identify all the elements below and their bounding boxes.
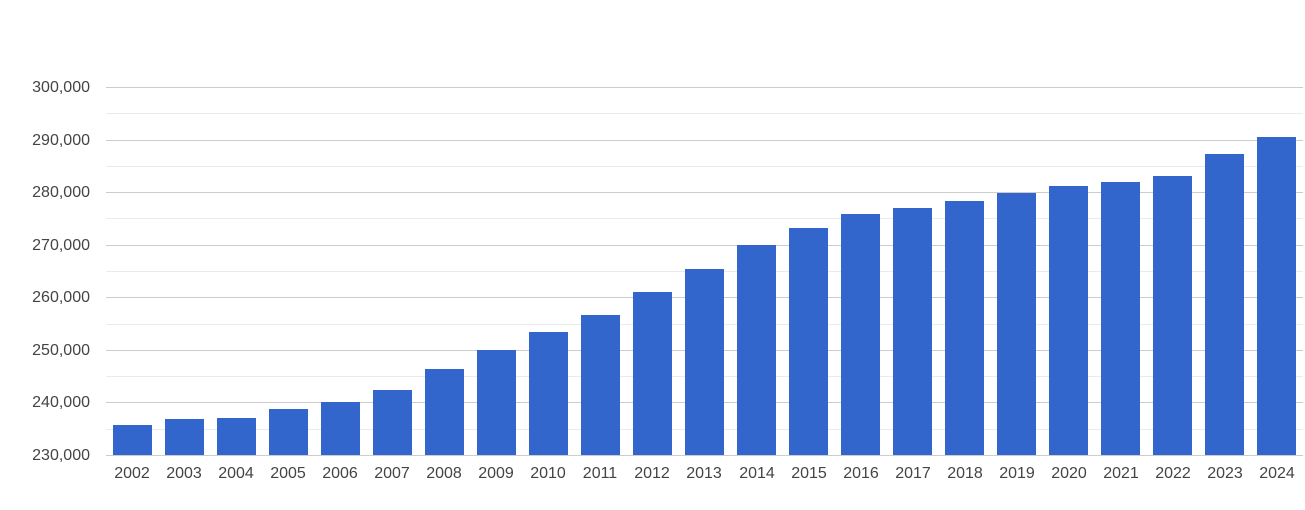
x-axis-label: 2009	[478, 465, 514, 482]
x-axis-label: 2017	[895, 465, 931, 482]
x-axis-label: 2014	[739, 465, 775, 482]
bar-2009[interactable]	[477, 350, 516, 455]
bar-2017[interactable]	[893, 208, 932, 455]
x-axis-label: 2002	[114, 465, 150, 482]
x-axis-label: 2011	[582, 465, 618, 482]
x-axis-label: 2024	[1259, 465, 1295, 482]
bar-2021[interactable]	[1101, 182, 1140, 455]
bar-2022[interactable]	[1153, 176, 1192, 455]
bar-2023[interactable]	[1205, 154, 1244, 455]
y-axis-label: 230,000	[32, 447, 90, 464]
y-axis-label: 270,000	[32, 237, 90, 254]
x-axis-label: 2015	[791, 465, 827, 482]
bar-2007[interactable]	[373, 390, 412, 455]
bar-2013[interactable]	[685, 269, 724, 455]
x-axis-label: 2016	[843, 465, 879, 482]
bar-2020[interactable]	[1049, 186, 1088, 455]
y-axis-label: 290,000	[32, 132, 90, 149]
bar-2005[interactable]	[269, 409, 308, 455]
x-axis-label: 2010	[530, 465, 566, 482]
x-axis-label: 2004	[218, 465, 254, 482]
bar-2019[interactable]	[997, 193, 1036, 455]
y-axis-label: 240,000	[32, 394, 90, 411]
x-axis-label: 2023	[1207, 465, 1243, 482]
bar-2008[interactable]	[425, 369, 464, 455]
bar-2011[interactable]	[581, 315, 620, 455]
gridline-major	[106, 140, 1303, 141]
x-axis-label: 2008	[426, 465, 462, 482]
gridline-major	[106, 87, 1303, 88]
bar-2004[interactable]	[217, 418, 256, 455]
bar-2003[interactable]	[165, 419, 204, 455]
x-axis-label: 2022	[1155, 465, 1191, 482]
y-axis-label: 250,000	[32, 342, 90, 359]
bar-2018[interactable]	[945, 201, 984, 455]
x-axis-label: 2003	[166, 465, 202, 482]
x-axis-label: 2005	[270, 465, 306, 482]
bar-2016[interactable]	[841, 214, 880, 455]
x-axis-baseline	[106, 455, 1303, 456]
bar-2012[interactable]	[633, 292, 672, 455]
x-axis-label: 2013	[686, 465, 722, 482]
bar-2014[interactable]	[737, 245, 776, 455]
bar-2006[interactable]	[321, 402, 360, 455]
gridline-minor	[106, 166, 1303, 167]
x-axis-label: 2021	[1103, 465, 1139, 482]
x-axis-label: 2020	[1051, 465, 1087, 482]
bar-2024[interactable]	[1257, 137, 1296, 455]
x-axis-label: 2007	[374, 465, 410, 482]
x-axis-label: 2019	[999, 465, 1035, 482]
bar-2002[interactable]	[113, 425, 152, 455]
y-axis-label: 280,000	[32, 184, 90, 201]
x-axis-label: 2006	[322, 465, 358, 482]
bar-2015[interactable]	[789, 228, 828, 455]
x-axis-label: 2018	[947, 465, 983, 482]
y-axis-label: 300,000	[32, 79, 90, 96]
x-axis-label: 2012	[634, 465, 670, 482]
y-axis-label: 260,000	[32, 289, 90, 306]
gridline-minor	[106, 113, 1303, 114]
bar-2010[interactable]	[529, 332, 568, 455]
